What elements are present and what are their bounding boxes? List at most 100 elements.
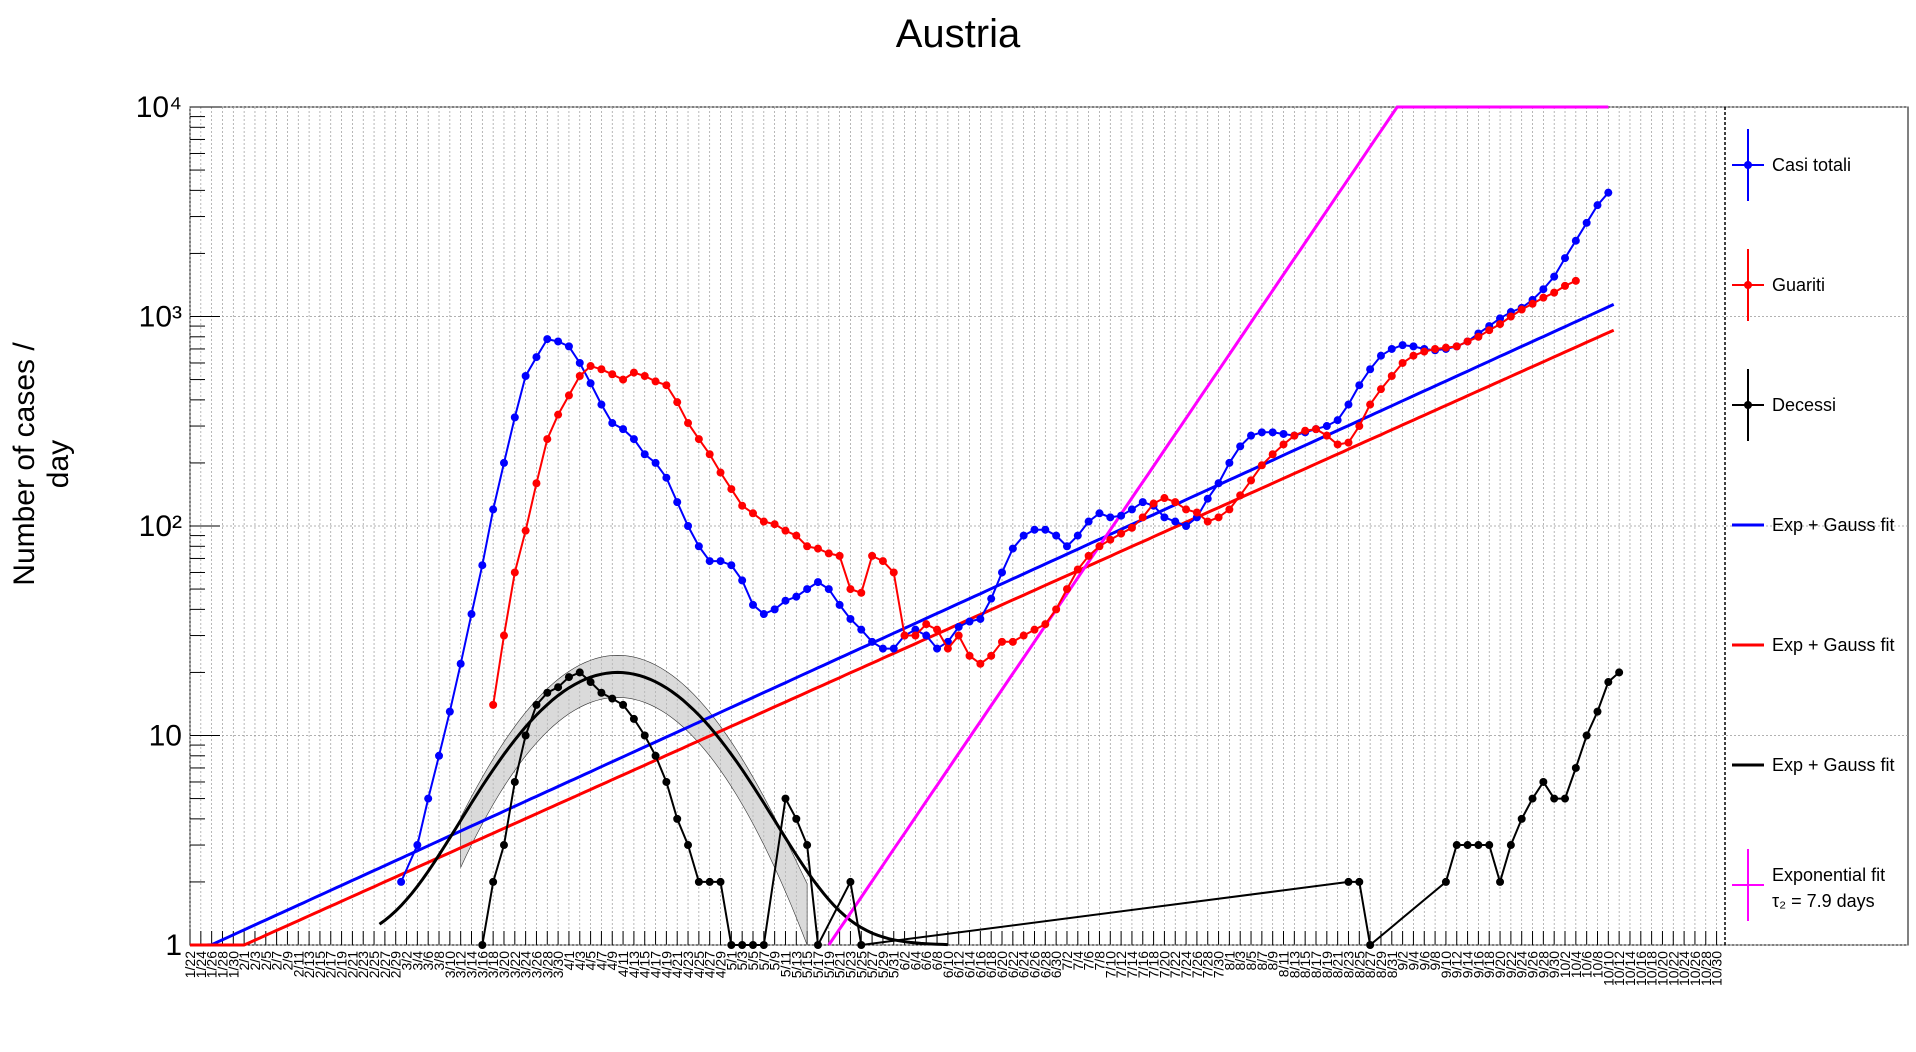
data-point: [781, 596, 790, 605]
x-tick-label: 9/24: [1514, 951, 1530, 978]
x-tick-label: 6/14: [962, 951, 978, 978]
data-point: [1106, 513, 1115, 522]
x-tick-label: 4/23: [680, 951, 696, 978]
data-point: [889, 568, 898, 577]
data-point: [803, 841, 812, 850]
data-point: [1257, 461, 1266, 470]
x-tick-label: 8/15: [1297, 951, 1313, 978]
data-point: [424, 794, 433, 803]
data-point: [640, 371, 649, 380]
data-point: [1376, 385, 1385, 394]
x-tick-label: 6/24: [1016, 951, 1032, 978]
data-point: [673, 498, 682, 507]
x-tick-label: 6/8: [929, 951, 945, 971]
x-tick-label: 1/28: [214, 951, 230, 978]
data-point: [1052, 605, 1061, 614]
data-point: [629, 368, 638, 377]
x-tick-label: 8/31: [1384, 951, 1400, 978]
y-tick-label: 10³: [139, 301, 182, 334]
data-point: [987, 594, 996, 603]
data-point: [738, 576, 747, 585]
data-point: [1171, 498, 1180, 507]
data-point: [532, 353, 541, 362]
x-tick-label: 5/25: [853, 951, 869, 978]
data-point: [976, 614, 985, 623]
data-point: [857, 588, 866, 597]
data-point: [1008, 637, 1017, 646]
data-point: [813, 578, 822, 587]
x-tick-label: 10/30: [1709, 951, 1725, 986]
x-tick-label: 6/4: [907, 951, 923, 971]
x-tick-label: 4/9: [604, 951, 620, 971]
data-point: [998, 637, 1007, 646]
data-point: [716, 557, 725, 566]
y-tick-label: 10²: [139, 510, 182, 543]
data-point: [846, 614, 855, 623]
x-tick-label: 3/24: [518, 951, 534, 978]
data-point: [1236, 491, 1245, 500]
legend-entry: Decessi: [1772, 395, 1836, 415]
x-tick-label: 9/8: [1427, 951, 1443, 971]
data-point: [1203, 517, 1212, 526]
x-tick-label: 10/10: [1600, 951, 1616, 986]
x-tick-label: 4/17: [648, 951, 664, 978]
x-tick-label: 10/12: [1611, 951, 1627, 986]
data-point: [510, 568, 519, 577]
data-point: [521, 731, 530, 740]
x-tick-label: 2/25: [366, 951, 382, 978]
data-point: [586, 362, 595, 371]
x-tick-label: 9/2: [1395, 951, 1411, 971]
data-point: [1355, 381, 1364, 390]
data-point: [1506, 312, 1515, 321]
data-point: [619, 700, 628, 709]
x-tick-label: 5/13: [788, 951, 804, 978]
data-point: [1084, 517, 1093, 526]
data-point: [1571, 763, 1580, 772]
data-point: [564, 673, 573, 682]
y-tick-label: 10⁴: [136, 91, 182, 124]
data-point: [889, 644, 898, 653]
x-tick-label: 9/10: [1438, 951, 1454, 978]
x-tick-label: 7/20: [1156, 951, 1172, 978]
data-point: [759, 610, 768, 619]
data-point: [1127, 505, 1136, 514]
x-tick-label: 5/7: [756, 951, 772, 971]
x-tick-label: 8/13: [1286, 951, 1302, 978]
data-point: [1084, 551, 1093, 560]
x-tick-label: 3/10: [442, 951, 458, 978]
x-tick-label: 2/5: [258, 951, 274, 971]
data-point: [1225, 505, 1234, 514]
data-point: [1344, 400, 1353, 409]
data-point: [619, 375, 628, 384]
data-point: [543, 435, 552, 444]
x-tick-label: 6/26: [1026, 951, 1042, 978]
x-tick-label: 1/30: [225, 951, 241, 978]
data-point: [1474, 332, 1483, 341]
data-point: [1571, 276, 1580, 285]
x-tick-label: 5/15: [799, 951, 815, 978]
data-point: [922, 631, 931, 640]
x-tick-label: 8/23: [1340, 951, 1356, 978]
x-tick-label: 4/19: [658, 951, 674, 978]
x-tick-label: 7/16: [1135, 951, 1151, 978]
x-tick-label: 5/19: [821, 951, 837, 978]
x-tick-label: 6/16: [972, 951, 988, 978]
data-point: [1279, 429, 1288, 438]
data-point: [1604, 188, 1613, 197]
data-point: [824, 549, 833, 558]
data-point: [738, 941, 747, 949]
x-tick-label: 9/30: [1546, 951, 1562, 978]
x-tick-label: 10/24: [1676, 951, 1692, 986]
x-tick-label: 8/21: [1330, 951, 1346, 978]
x-tick-label: 7/2: [1059, 951, 1075, 971]
data-point: [1582, 218, 1591, 227]
data-point: [564, 391, 573, 400]
data-point: [1257, 428, 1266, 437]
x-tick-label: 9/16: [1470, 951, 1486, 978]
data-point: [532, 479, 541, 488]
x-tick-label: 7/6: [1081, 951, 1097, 971]
data-point: [1582, 731, 1591, 740]
data-point: [1095, 542, 1104, 551]
x-tick-label: 9/14: [1460, 951, 1476, 978]
data-point: [1095, 509, 1104, 518]
